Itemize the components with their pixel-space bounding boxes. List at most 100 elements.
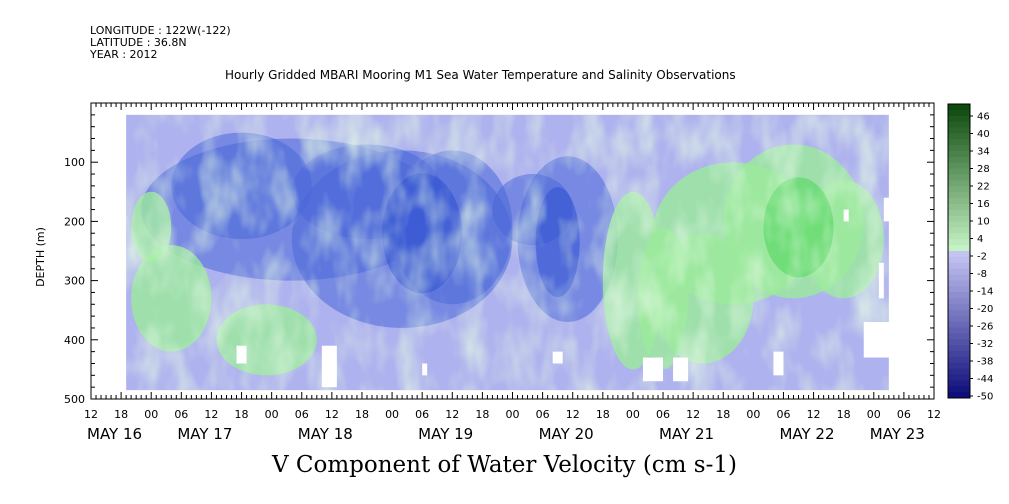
colorbar-label: 34 <box>977 147 990 158</box>
colorbar-segment <box>948 133 970 140</box>
colorbar-segment <box>948 321 970 328</box>
colorbar-segment <box>948 227 970 234</box>
colorbar-segment <box>948 262 970 270</box>
colorbar-label: 46 <box>977 112 990 123</box>
year-label: YEAR : 2012 <box>90 48 158 61</box>
x-tick-label: 18 <box>596 408 610 421</box>
colorbar-segment <box>948 392 970 399</box>
x-tick-label: 06 <box>656 408 670 421</box>
colorbar-segment <box>948 280 970 287</box>
colorbar-segment <box>948 380 970 387</box>
y-tick-label: 100 <box>64 156 85 169</box>
colorbar-segment <box>948 192 970 199</box>
x-tick-label: 12 <box>927 408 941 421</box>
x-tick-label: 12 <box>325 408 339 421</box>
y-tick-label: 300 <box>64 275 85 288</box>
x-tick-label: 12 <box>807 408 821 421</box>
missing-data <box>673 357 689 382</box>
x-day-label: MAY 16 <box>87 425 142 443</box>
colorbar-segment <box>948 298 970 305</box>
colorbar-label: 28 <box>977 164 990 175</box>
colorbar-label: 16 <box>977 199 990 210</box>
x-tick-label: 12 <box>566 408 580 421</box>
x-tick-label: 06 <box>897 408 911 421</box>
colorbar-label: -38 <box>977 357 993 368</box>
colorbar-segment <box>948 174 970 181</box>
colorbar-label: -26 <box>977 322 993 333</box>
colorbar-segment <box>948 303 970 311</box>
x-tick-label: 18 <box>235 408 249 421</box>
y-tick-label: 200 <box>64 215 85 228</box>
colorbar-label: -20 <box>977 304 993 315</box>
x-tick-label: 18 <box>355 408 369 421</box>
colorbar: 46 40 34 28 22 16 10 4 -2 -8 -14 -20 -26 -32 -38 -44 -50 <box>947 103 993 403</box>
colorbar-segment <box>948 162 970 170</box>
x-day-label: MAY 20 <box>539 425 594 443</box>
colorbar-segment <box>948 368 970 375</box>
colorbar-label: -14 <box>977 287 993 298</box>
chart-title: Hourly Gridded MBARI Mooring M1 Sea Wate… <box>225 68 736 82</box>
colorbar-segment <box>948 198 970 205</box>
missing-data <box>321 345 337 388</box>
colorbar-segment <box>948 386 970 393</box>
colorbar-segment <box>948 245 970 252</box>
missing-data <box>863 322 894 358</box>
colorbar-segment <box>948 327 970 334</box>
y-axis-label: DEPTH (m) <box>34 227 47 287</box>
colorbar-label: 22 <box>977 182 990 193</box>
missing-data <box>552 351 563 364</box>
colorbar-segment <box>948 180 970 187</box>
x-tick-label: 18 <box>114 408 128 421</box>
colorbar-segment <box>948 168 970 175</box>
x-tick-label: 06 <box>295 408 309 421</box>
y-tick-label: 400 <box>64 334 85 347</box>
missing-data <box>642 357 664 382</box>
colorbar-segment <box>948 215 970 222</box>
x-tick-label: 00 <box>265 408 279 421</box>
missing-data <box>773 351 784 376</box>
colorbar-segment <box>948 186 970 193</box>
texture-overlay <box>126 114 889 391</box>
plot-axes: 12 18 00 06 12 18 00 06 12 18 00 06 12 18 00 06 12 18 00 06… <box>34 102 941 443</box>
colorbar-label: -2 <box>977 252 987 263</box>
colorbar-segment <box>948 139 970 146</box>
x-tick-label: 06 <box>415 408 429 421</box>
x-tick-label: 00 <box>867 408 881 421</box>
colorbar-segment <box>948 239 970 246</box>
colorbar-label: -50 <box>977 392 993 403</box>
x-tick-label: 00 <box>144 408 158 421</box>
colorbar-segment <box>948 209 970 217</box>
colorbar-segment <box>948 315 970 322</box>
colorbar-label: -44 <box>977 374 993 385</box>
x-day-label: MAY 22 <box>779 425 834 443</box>
colorbar-segment <box>948 374 970 381</box>
x-tick-label: 12 <box>84 408 98 421</box>
heatmap-field <box>126 114 894 391</box>
x-day-label: MAY 23 <box>870 425 925 443</box>
colorbar-label: -8 <box>977 269 987 280</box>
colorbar-segment <box>948 292 970 299</box>
x-tick-label: 18 <box>716 408 730 421</box>
colorbar-segment <box>948 350 970 358</box>
colorbar-segment <box>948 251 970 258</box>
x-tick-label: 00 <box>626 408 640 421</box>
colorbar-label: 40 <box>977 129 990 140</box>
x-day-label: MAY 19 <box>418 425 473 443</box>
colorbar-segment <box>948 221 970 228</box>
x-tick-label: 00 <box>746 408 760 421</box>
longitude-label: LONGITUDE : 122W(-122) <box>90 24 231 37</box>
x-tick-label: 18 <box>837 408 851 421</box>
x-day-label: MAY 17 <box>177 425 232 443</box>
x-tick-label: 12 <box>445 408 459 421</box>
missing-data <box>883 197 894 222</box>
x-tick-label: 18 <box>475 408 489 421</box>
x-tick-label: 12 <box>686 408 700 421</box>
colorbar-label: 10 <box>977 217 990 228</box>
colorbar-segment <box>948 345 970 352</box>
colorbar-segment <box>948 145 970 152</box>
colorbar-segment <box>948 115 970 123</box>
colorbar-label: 4 <box>977 234 983 245</box>
colorbar-segment <box>948 309 970 317</box>
colorbar-label: -32 <box>977 339 993 350</box>
